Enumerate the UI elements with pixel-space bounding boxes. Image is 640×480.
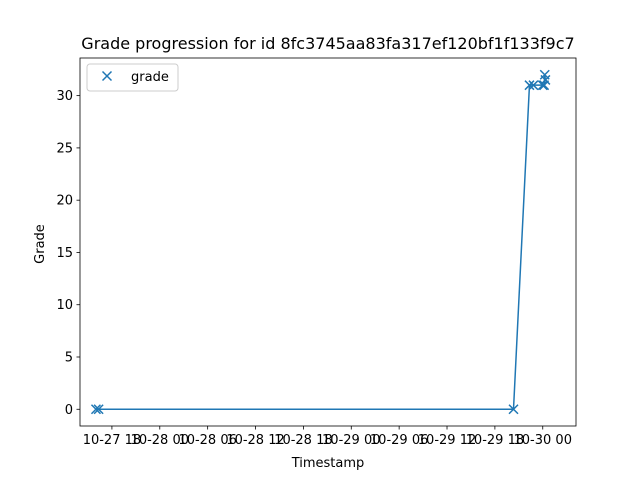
y-tick-label: 0 [65, 403, 73, 418]
x-tick-label: 10-28 06 [178, 433, 236, 448]
y-tick-label: 15 [56, 246, 73, 261]
x-tick-label: 10-28 00 [131, 433, 189, 448]
data-point-grade [93, 404, 104, 415]
legend-marker-x [101, 70, 113, 82]
y-tick-label: 5 [65, 351, 73, 366]
y-tick-label: 20 [56, 194, 73, 209]
x-tick-label: 10-28 12 [226, 433, 284, 448]
axes-frame [79, 57, 577, 427]
x-tick-label: 10-29 18 [466, 433, 524, 448]
x-tick-label: 10-27 18 [83, 433, 141, 448]
y-tick-label: 30 [56, 89, 73, 104]
data-point-grade [540, 74, 551, 85]
x-tick-label: 10-30 00 [514, 433, 572, 448]
legend-marker-icon [101, 70, 113, 82]
y-tick-label: 25 [56, 141, 73, 156]
data-point-grade [537, 80, 548, 91]
legend: grade [86, 63, 179, 92]
x-tick-label: 10-29 06 [370, 433, 428, 448]
data-point-grade [524, 80, 535, 91]
x-tick-label: 10-28 18 [274, 433, 332, 448]
legend-label-grade: grade [131, 70, 169, 85]
y-tick-label: 10 [56, 298, 73, 313]
x-tick-label: 10-29 12 [418, 433, 476, 448]
chart-title: Grade progression for id 8fc3745aa83fa31… [81, 34, 574, 53]
x-axis-label: Timestamp [291, 456, 365, 471]
data-point-grade [508, 404, 519, 415]
data-point-grade [528, 80, 539, 91]
x-tick-label: 10-29 00 [322, 433, 380, 448]
data-point-grade [90, 404, 101, 415]
y-axis-label: Grade [33, 224, 48, 264]
legend-box [86, 63, 179, 92]
